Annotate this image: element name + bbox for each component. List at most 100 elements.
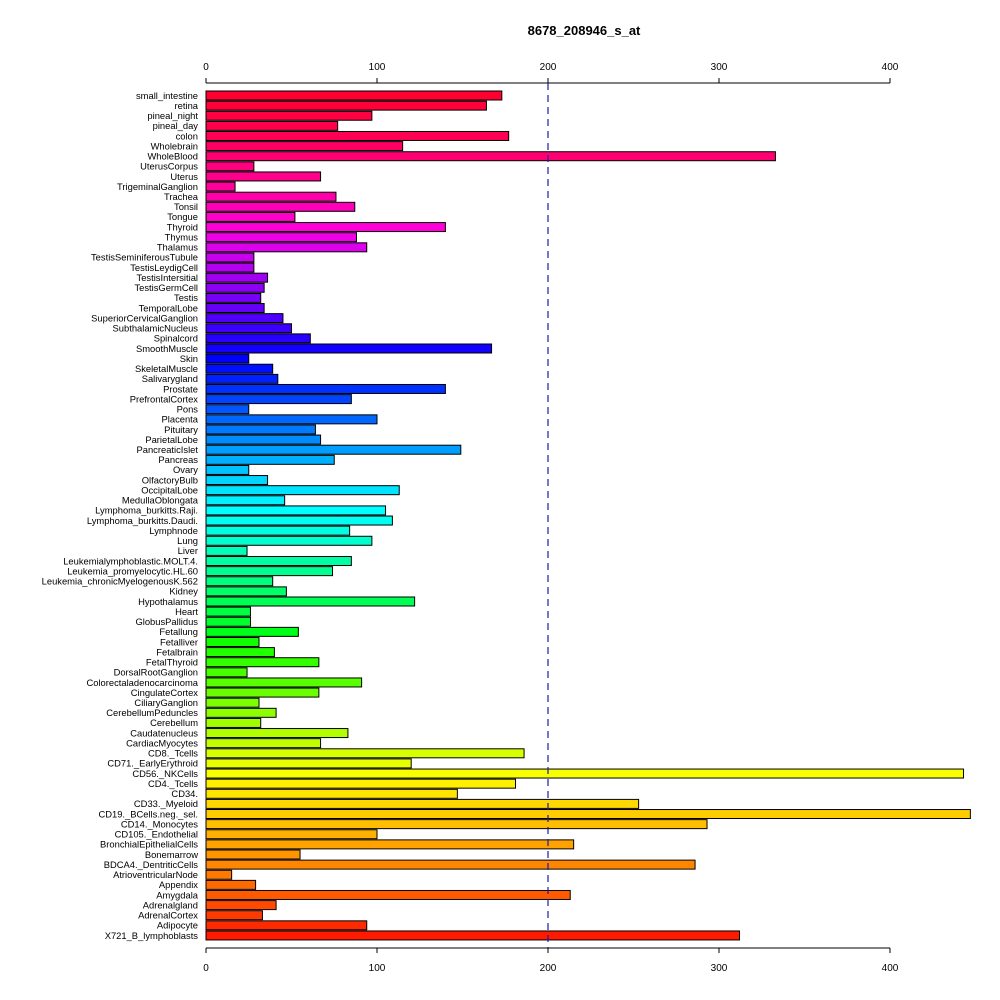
bar	[205, 566, 334, 577]
bar	[205, 879, 257, 890]
category-label: Bonemarrow	[145, 849, 198, 860]
bottom-axis-tick-label: 200	[540, 963, 557, 974]
category-label: Fetalliver	[160, 636, 198, 647]
bar	[205, 454, 335, 465]
bars-group	[205, 90, 971, 941]
bar	[205, 667, 248, 678]
bar	[205, 282, 265, 293]
bar	[205, 434, 322, 445]
bar	[205, 201, 356, 212]
top-axis-tick-label: 100	[369, 62, 386, 73]
category-label: TestisSeminiferousTubule	[91, 252, 198, 263]
category-label: Pancreas	[158, 454, 198, 465]
category-label: AdrenalCortex	[138, 910, 198, 921]
bar	[205, 141, 404, 152]
category-label: CD33._Myeloid	[134, 798, 198, 809]
bar	[205, 343, 493, 354]
bar	[205, 788, 458, 799]
bar	[205, 424, 316, 435]
bar	[205, 353, 250, 364]
category-label: OlfactoryBulb	[142, 474, 198, 485]
bar	[205, 394, 352, 405]
category-label: SuperiorCervicalGanglion	[91, 312, 198, 323]
bottom-axis-tick-label: 400	[882, 963, 899, 974]
category-label: SkeletalMuscle	[135, 363, 198, 374]
bar	[205, 303, 265, 314]
bar	[205, 778, 517, 789]
category-label: CD105._Endothelial	[115, 829, 198, 840]
bar	[205, 252, 255, 263]
category-label: CardiacMyocytes	[126, 737, 198, 748]
category-label: PancreaticIslet	[137, 444, 199, 455]
category-label: BronchialEpithelialCells	[100, 839, 198, 850]
category-label: pineal_night	[147, 110, 198, 121]
bar	[205, 687, 320, 698]
bar	[205, 414, 378, 425]
bar	[205, 626, 299, 637]
bar	[205, 889, 571, 900]
category-label: UterusCorpus	[140, 161, 198, 172]
top-x-axis: 0 100 200 300 400	[203, 62, 899, 84]
category-label: Testis	[174, 292, 198, 303]
bar	[205, 576, 274, 587]
category-label: Trachea	[164, 191, 199, 202]
category-label: GlobusPallidus	[135, 616, 198, 627]
category-label: Leukemia_promyelocytic.HL.60	[67, 565, 198, 576]
bottom-axis-tick-label: 0	[203, 963, 209, 974]
category-label: Lymphoma_burkitts.Daudi.	[87, 515, 198, 526]
category-label: SmoothMuscle	[136, 343, 198, 354]
bar	[205, 717, 262, 728]
bar	[205, 900, 277, 911]
bar	[205, 748, 525, 759]
category-label: Placenta	[162, 414, 199, 425]
category-label: Cerebellum	[150, 717, 198, 728]
bar	[205, 515, 393, 526]
bar	[205, 161, 255, 172]
category-label: Thalamus	[157, 242, 198, 253]
bar	[205, 758, 412, 769]
bar	[205, 839, 575, 850]
category-label: CiliaryGanglion	[134, 697, 198, 708]
category-label: MedullaOblongata	[122, 495, 199, 506]
chart-title: 8678_208946_s_at	[528, 23, 641, 38]
bar	[205, 363, 274, 374]
category-label: TrigeminalGanglion	[117, 181, 198, 192]
bar	[205, 556, 352, 567]
category-label: Spinalcord	[154, 333, 198, 344]
category-label: BDCA4._DentriticCells	[104, 859, 199, 870]
bar	[205, 768, 965, 779]
bar	[205, 90, 503, 101]
category-label: Uterus	[170, 171, 198, 182]
bar	[205, 697, 260, 708]
category-label: Thymus	[165, 231, 199, 242]
category-label: Prostate	[163, 383, 198, 394]
bar	[205, 657, 320, 668]
bar	[205, 191, 337, 202]
category-label: Heart	[175, 606, 198, 617]
category-label: DorsalRootGanglion	[114, 667, 198, 678]
category-label: CD19._BCells.neg._sel.	[98, 808, 198, 819]
bar	[205, 647, 275, 658]
bar	[205, 475, 269, 486]
top-axis-tick-label: 300	[711, 62, 728, 73]
bar	[205, 232, 357, 243]
bar	[205, 100, 487, 111]
category-label: Thyroid	[167, 221, 198, 232]
category-label: AtrioventricularNode	[113, 869, 198, 880]
bar	[205, 859, 696, 870]
category-label: CD14._Monocytes	[121, 818, 198, 829]
category-label: Fetallung	[159, 626, 198, 637]
bar	[205, 728, 349, 739]
category-label: SubthalamicNucleus	[113, 323, 199, 334]
category-label: Lung	[177, 535, 198, 546]
category-label: Liver	[178, 545, 198, 556]
bar	[205, 181, 236, 192]
category-label: small_intestine	[136, 90, 198, 101]
category-label: Fetalbrain	[156, 646, 198, 657]
bar	[205, 151, 776, 162]
category-label: TestisLeydigCell	[130, 262, 198, 273]
category-label: CD8._Tcells	[148, 748, 198, 759]
category-label: Tongue	[167, 211, 198, 222]
bar	[205, 707, 277, 718]
category-label: CD71._EarlyErythroid	[107, 758, 198, 769]
